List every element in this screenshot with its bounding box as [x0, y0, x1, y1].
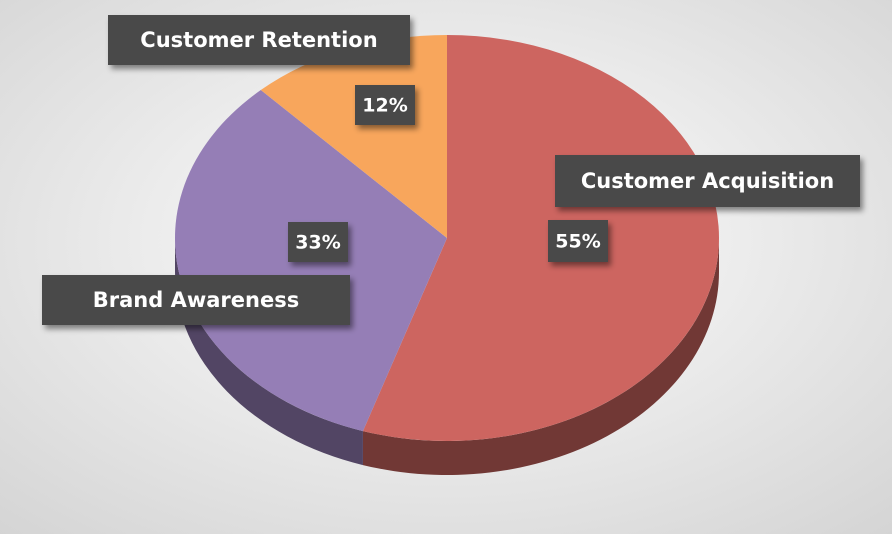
value-label: 55% — [555, 231, 600, 253]
value-label-box — [288, 222, 348, 262]
category-label-box — [555, 155, 860, 207]
slice-side — [175, 238, 363, 466]
category-label: Brand Awareness — [93, 288, 299, 312]
pie-sides — [175, 238, 719, 476]
value-label-box — [548, 220, 608, 262]
category-label-box — [108, 15, 410, 65]
value-label: 12% — [362, 95, 407, 117]
labels: Customer Acquisition 55% Brand Awareness 33… — [42, 15, 860, 325]
slice — [362, 35, 720, 441]
slice-side — [362, 238, 719, 476]
value-label: 33% — [295, 232, 340, 254]
category-label: Customer Retention — [140, 28, 377, 52]
pie-tops — [175, 35, 720, 441]
category-label: Customer Acquisition — [581, 169, 834, 193]
category-label-box — [42, 275, 350, 325]
value-label-box — [355, 85, 415, 125]
